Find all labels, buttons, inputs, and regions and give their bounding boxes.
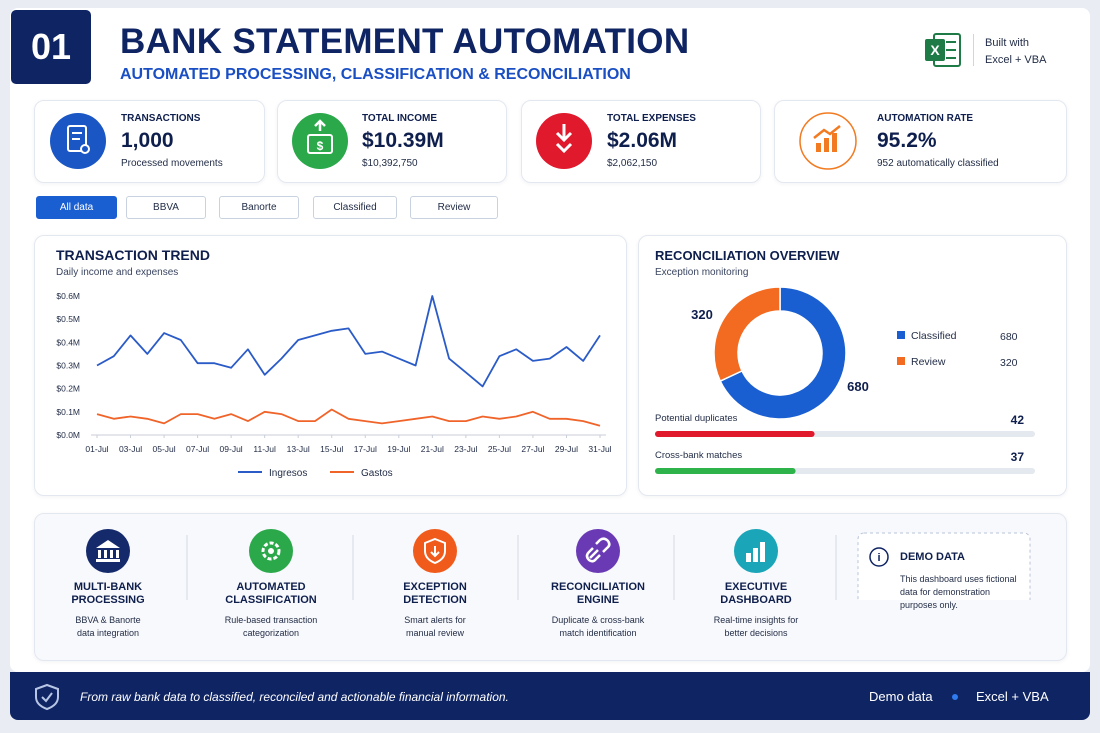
feature-title: MULTI-BANK PROCESSING: [38, 581, 178, 607]
svg-text:X: X: [930, 42, 940, 58]
notice-text: This dashboard uses fictional data for de…: [900, 573, 1017, 612]
chart-title: TRANSACTION TREND: [56, 247, 210, 263]
feature-desc-line: Real-time insights for: [713, 615, 799, 625]
kpi-note: $2,062,150: [607, 158, 658, 169]
feature-title-line: EXECUTIVE: [724, 581, 788, 593]
feature-desc-line: better decisions: [724, 628, 788, 638]
kpi-value: 95.2%: [877, 129, 937, 152]
kpi-note: 952 automatically classified: [877, 158, 999, 169]
feature-title-line: ENGINE: [576, 594, 620, 606]
filter-button[interactable]: Banorte: [219, 196, 299, 219]
shield-icon: [35, 683, 59, 711]
feature-desc: Rule-based transaction categorization: [196, 614, 346, 640]
kpi-note: $10,392,750: [362, 158, 418, 169]
notice-line: purposes only.: [900, 600, 958, 610]
kpi-value: 1,000: [121, 129, 174, 152]
filter-button[interactable]: Review: [410, 196, 498, 219]
kpi-value: $10.39M: [362, 129, 444, 152]
feature-title: EXCEPTION DETECTION: [365, 581, 505, 607]
footer-item: Excel + VBA: [976, 689, 1049, 704]
divider: [973, 34, 974, 66]
chart-subtitle: Exception monitoring: [655, 267, 749, 278]
feature-desc: Smart alerts for manual review: [360, 614, 510, 640]
feature-desc: Duplicate & cross-bank match identificati…: [523, 614, 673, 640]
filter-button[interactable]: All data: [36, 196, 117, 219]
reconciliation-card: [638, 235, 1067, 496]
feature-desc: BBVA & Banorte data integration: [33, 614, 183, 640]
filter-button[interactable]: BBVA: [126, 196, 206, 219]
feature-desc-line: manual review: [405, 628, 465, 638]
feature-title: RECONCILIATION ENGINE: [528, 581, 668, 607]
svg-text:$: $: [317, 139, 324, 153]
feature-title: EXECUTIVE DASHBOARD: [686, 581, 826, 607]
feature-icons: i: [86, 529, 1031, 600]
feature-title-line: PROCESSING: [71, 594, 145, 606]
feature-title-line: EXCEPTION: [403, 581, 467, 593]
subtitle: AUTOMATED PROCESSING, CLASSIFICATION & R…: [120, 66, 631, 83]
feature-title-line: CLASSIFICATION: [225, 594, 317, 606]
built-with-tool: Excel + VBA: [985, 54, 1047, 66]
feature-desc: Real-time insights for better decisions: [681, 614, 831, 640]
feature-title-line: AUTOMATED: [236, 581, 306, 593]
kpi-value: $2.06M: [607, 129, 678, 152]
badge-text: 01: [30, 26, 72, 67]
feature-desc-line: Duplicate & cross-bank: [551, 615, 645, 625]
built-with: Built with: [985, 37, 1030, 49]
feature-desc-line: BBVA & Banorte: [75, 615, 141, 625]
badge: 01: [11, 10, 91, 84]
title: BANK STATEMENT AUTOMATION: [120, 22, 690, 61]
chart-title: RECONCILIATION OVERVIEW: [655, 248, 840, 263]
kpi-icons: $: [50, 112, 857, 170]
kpi-note: Processed movements: [121, 158, 223, 169]
kpi-label: AUTOMATION RATE: [877, 113, 974, 124]
feature-title: AUTOMATED CLASSIFICATION: [201, 581, 341, 607]
kpi-label: TOTAL INCOME: [362, 113, 437, 124]
feature-desc-line: match identification: [559, 628, 637, 638]
notice-line: data for demonstration: [900, 587, 991, 597]
feature-title-line: RECONCILIATION: [551, 581, 645, 593]
feature-desc-line: Rule-based transaction: [224, 615, 318, 625]
notice-line: This dashboard uses fictional: [900, 574, 1017, 584]
chart-subtitle: Daily income and expenses: [56, 267, 179, 278]
filter-button[interactable]: Classified: [313, 196, 397, 219]
kpi-label: TRANSACTIONS: [121, 113, 201, 124]
feature-desc-line: categorization: [242, 628, 300, 638]
feature-title-line: DETECTION: [403, 594, 467, 606]
kpi-label: TOTAL EXPENSES: [607, 113, 696, 124]
notice-title: DEMO DATA: [900, 551, 965, 563]
excel-icon: X: [925, 33, 961, 67]
feature-title-line: MULTI-BANK: [73, 581, 143, 593]
feature-desc-line: Smart alerts for: [404, 615, 466, 625]
footer-tagline: From raw bank data to classified, reconc…: [80, 690, 509, 704]
footer-dot: [952, 694, 958, 700]
footer-item: Demo data: [869, 689, 933, 704]
footer: [10, 672, 1090, 720]
svg-text:i: i: [877, 552, 880, 564]
feature-title-line: DASHBOARD: [720, 594, 792, 606]
feature-desc-line: data integration: [76, 628, 140, 638]
